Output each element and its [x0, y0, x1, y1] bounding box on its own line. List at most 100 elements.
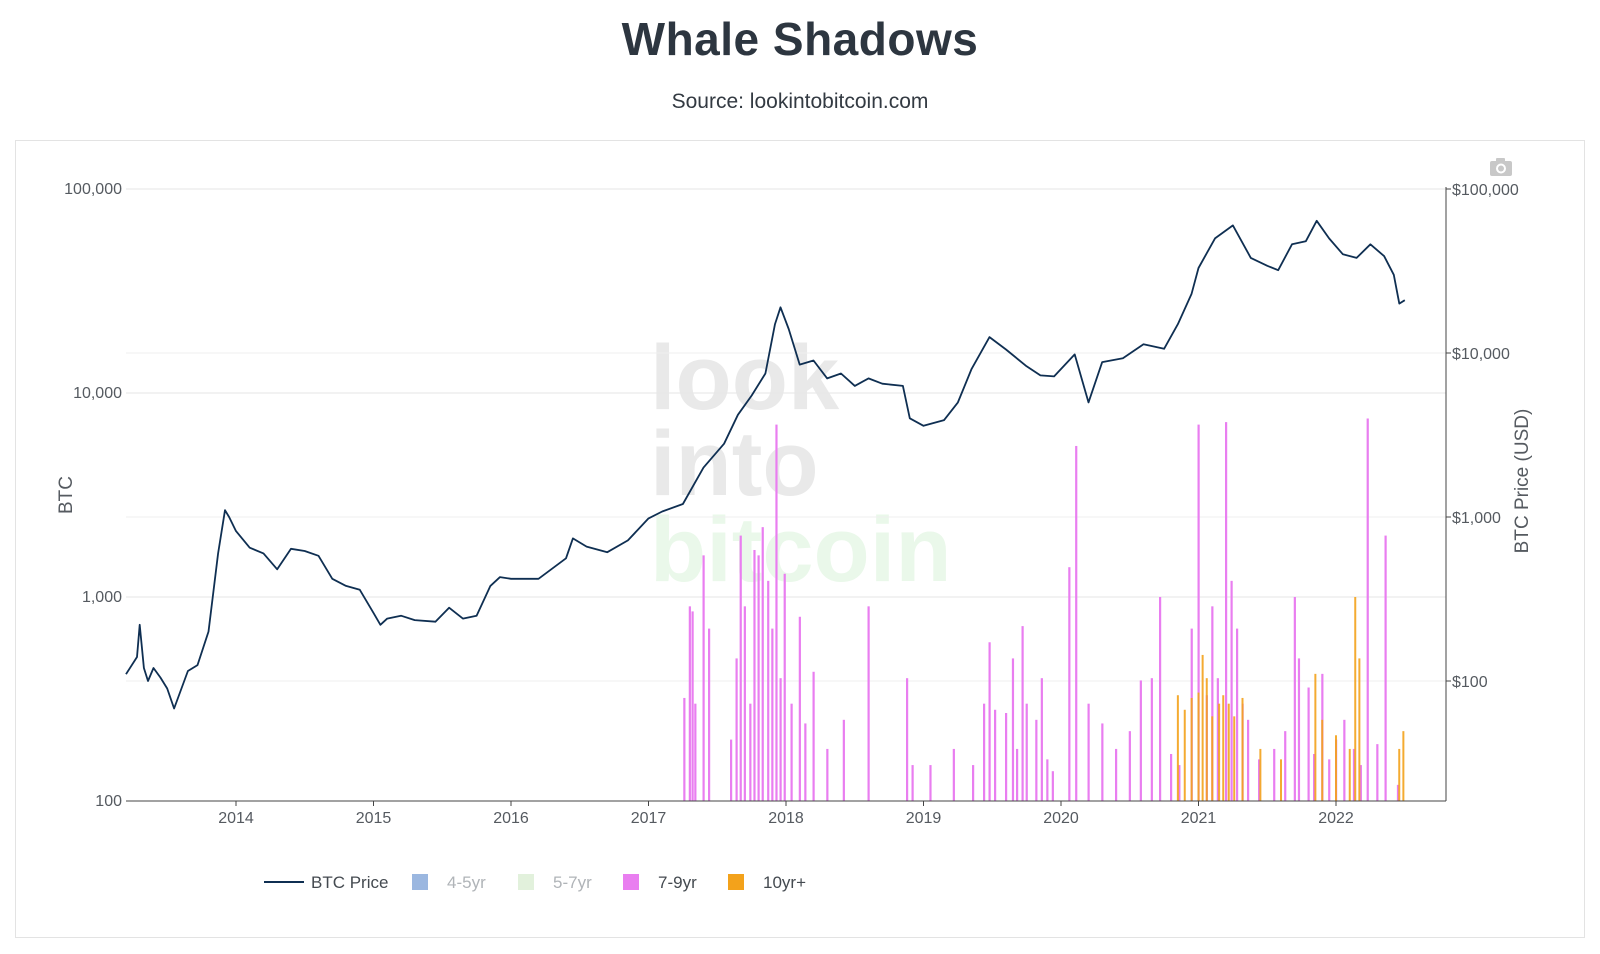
bar-7-9yr	[1040, 678, 1043, 801]
bar-10yr-plus	[1335, 735, 1337, 801]
bar-7-9yr	[1211, 606, 1214, 801]
x-tick-label: 2014	[218, 810, 254, 827]
y-right-tick-label: $100	[1452, 674, 1488, 691]
legend-swatch	[623, 874, 639, 890]
bar-7-9yr	[1258, 759, 1261, 801]
bar-10yr-plus	[1358, 658, 1361, 801]
bar-7-9yr	[753, 549, 756, 801]
legend-item[interactable]: 5-7yr	[518, 873, 592, 892]
bar-7-9yr	[783, 573, 786, 801]
bar-7-9yr	[1068, 567, 1071, 801]
bar-7-9yr	[1087, 703, 1090, 801]
legend-item[interactable]: 7-9yr	[623, 873, 697, 892]
bar-7-9yr	[826, 748, 829, 801]
bar-7-9yr	[1313, 753, 1316, 801]
watermark-line: into	[650, 413, 819, 515]
y-right-axis-title: BTC Price (USD)	[1512, 409, 1533, 554]
x-tick-label: 2020	[1043, 810, 1079, 827]
legend-item[interactable]: BTC Price	[264, 873, 388, 892]
bar-10yr-plus	[1205, 678, 1208, 801]
tick-labels: 2014 2015 2016 2017 2018 2019 2020 2021 2022 100 1…	[56, 181, 1533, 827]
bar-7-9yr	[1376, 744, 1379, 801]
y-left-tick-label: 100,000	[64, 181, 122, 198]
bar-7-9yr	[749, 703, 752, 801]
bar-7-9yr	[1128, 731, 1131, 801]
y-right-tick-label: $10,000	[1452, 346, 1510, 363]
bar-7-9yr	[779, 678, 782, 801]
chart-frame: look into bitcoin 2014 2015 2016 2017 2018 2019…	[15, 140, 1585, 938]
bar-10yr-plus	[1222, 695, 1225, 801]
bar-7-9yr	[994, 709, 997, 801]
bar-7-9yr	[1366, 418, 1369, 801]
bar-7-9yr	[1011, 658, 1015, 801]
bars-7-9yr	[683, 418, 1400, 801]
chart-subtitle: Source: lookintobitcoin.com	[671, 90, 929, 113]
bar-7-9yr	[1384, 535, 1387, 801]
bar-7-9yr	[1005, 713, 1008, 801]
camera-icon[interactable]	[1490, 158, 1512, 176]
bar-7-9yr	[683, 697, 686, 801]
bar-7-9yr	[1075, 445, 1078, 801]
bar-7-9yr	[1396, 784, 1400, 801]
x-tick-label: 2019	[906, 810, 942, 827]
bar-7-9yr	[1170, 753, 1173, 801]
bar-7-9yr	[691, 611, 694, 801]
bar-7-9yr	[1216, 678, 1219, 801]
bar-7-9yr	[730, 739, 733, 801]
bar-7-9yr	[1328, 759, 1331, 801]
bar-7-9yr	[1297, 658, 1301, 801]
bar-7-9yr	[702, 555, 705, 801]
legend: BTC Price 4-5yr 5-7yr 7-9yr 10yr+	[264, 873, 806, 892]
bar-10yr-plus	[1183, 709, 1186, 801]
legend-label: BTC Price	[311, 873, 388, 892]
bar-7-9yr	[1284, 731, 1287, 801]
bar-10yr-plus	[1259, 748, 1262, 801]
bar-7-9yr	[1021, 626, 1024, 801]
bar-7-9yr	[1101, 723, 1104, 801]
bar-7-9yr	[1035, 719, 1038, 801]
bar-10yr-plus	[1314, 673, 1317, 801]
bar-7-9yr	[952, 748, 955, 801]
bar-10yr-plus	[1201, 654, 1204, 801]
bar-10yr-plus	[1402, 731, 1405, 801]
legend-swatch	[412, 874, 428, 890]
y-left-tick-label: 1,000	[82, 589, 122, 606]
bar-7-9yr	[1247, 719, 1250, 801]
legend-item[interactable]: 4-5yr	[412, 873, 486, 892]
bar-10yr-plus	[1197, 692, 1200, 801]
bar-10yr-plus	[1176, 695, 1179, 801]
bar-7-9yr	[988, 642, 991, 801]
legend-swatch	[728, 874, 744, 890]
bar-10yr-plus	[1227, 703, 1230, 801]
btc-price-line	[125, 219, 1406, 710]
watermark: lookintobitcoin	[650, 327, 952, 601]
bar-7-9yr	[906, 678, 909, 801]
bar-7-9yr	[1307, 687, 1310, 801]
y-right-tick-label: $100,000	[1452, 182, 1519, 199]
bar-7-9yr	[1352, 748, 1356, 801]
bar-10yr-plus	[1211, 716, 1214, 801]
bar-7-9yr	[1159, 597, 1162, 801]
bar-10yr-plus	[1398, 748, 1401, 801]
bar-7-9yr	[1197, 424, 1200, 801]
watermark-line: look	[650, 327, 840, 429]
bar-7-9yr	[767, 580, 770, 801]
bar-7-9yr	[1178, 765, 1181, 801]
bar-7-9yr	[1343, 719, 1346, 801]
bar-7-9yr	[1273, 748, 1276, 801]
bar-7-9yr	[1230, 580, 1233, 801]
bar-7-9yr	[1359, 765, 1362, 801]
bar-7-9yr	[739, 535, 742, 801]
watermark-line: bitcoin	[650, 499, 952, 601]
bar-10yr-plus	[1280, 759, 1282, 801]
bar-7-9yr	[1051, 771, 1054, 801]
bars-10yr-plus	[1176, 597, 1405, 801]
legend-item[interactable]: 10yr+	[728, 873, 806, 892]
bar-7-9yr	[1115, 748, 1118, 801]
x-tick-label: 2018	[768, 810, 804, 827]
x-tick-label: 2016	[493, 810, 529, 827]
legend-label: 10yr+	[763, 873, 806, 892]
y-left-axis-title: BTC	[56, 476, 77, 514]
chart-title: Whale Shadows	[621, 13, 979, 65]
